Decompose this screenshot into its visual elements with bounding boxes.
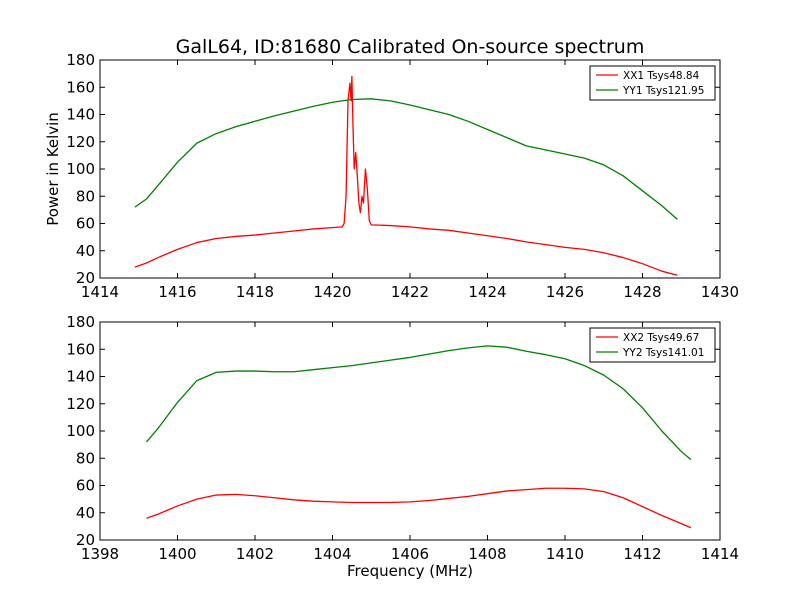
legend-label-1-1: XX1 Tsys48.84 [623, 70, 700, 82]
y-tick-label-2-0: 20 [76, 531, 95, 549]
y-tick-label-1-3: 80 [76, 187, 95, 205]
x-tick-label-2-5: 1408 [468, 545, 506, 563]
x-tick-label-2-6: 1410 [546, 545, 584, 563]
figure-title: GalL64, ID:81680 Calibrated On-source sp… [176, 36, 645, 58]
y-tick-label-1-5: 120 [66, 133, 95, 151]
y-tick-label-2-1: 40 [76, 504, 95, 522]
x-tick-label-2-0: 1398 [81, 545, 119, 563]
y-tick-label-1-4: 100 [66, 160, 95, 178]
y-tick-label-2-7: 160 [66, 340, 95, 358]
x-tick-label-1-2: 1418 [236, 283, 274, 301]
x-tick-label-2-3: 1404 [313, 545, 351, 563]
y-tick-label-2-2: 60 [76, 477, 95, 495]
x-tick-label-1-3: 1420 [313, 283, 351, 301]
x-tick-label-2-1: 1400 [158, 545, 196, 563]
y-tick-label-1-1: 40 [76, 242, 95, 260]
series-line-2-2 [146, 345, 692, 461]
series-line-1-2 [134, 98, 678, 220]
legend-label-2-2: YY2 Tsys141.01 [622, 347, 704, 359]
x-tick-label-1-5: 1424 [468, 283, 506, 301]
y-tick-label-2-3: 80 [76, 449, 95, 467]
x-tick-label-1-6: 1426 [546, 283, 584, 301]
series-line-1-1 [134, 75, 678, 276]
subplot-1: 1414 1416 1418 1420 1422 1424 1426 1428 1430 20 40… [66, 51, 739, 301]
legend-label-1-2: YY1 Tsys121.95 [622, 85, 704, 97]
y-axis-label: Power in Kelvin [44, 112, 62, 226]
plots-group: 1414 1416 1418 1420 1422 1424 1426 1428 1430 20 40… [66, 51, 739, 563]
legend-label-2-1: XX2 Tsys49.67 [623, 332, 699, 344]
y-tick-label-1-7: 160 [66, 78, 95, 96]
x-tick-label-1-4: 1422 [391, 283, 429, 301]
y-tick-label-2-5: 120 [66, 395, 95, 413]
x-tick-label-1-7: 1428 [623, 283, 661, 301]
y-tick-label-1-2: 60 [76, 215, 95, 233]
subplot-2: 1398 1400 1402 1404 1406 1408 1410 1412 1414 20 40… [66, 313, 739, 563]
y-tick-label-2-8: 180 [66, 313, 95, 331]
x-tick-label-2-4: 1406 [391, 545, 429, 563]
x-tick-label-2-2: 1402 [236, 545, 274, 563]
legend-box-1 [589, 65, 716, 101]
series-line-2-1 [146, 487, 692, 529]
y-tick-label-2-4: 100 [66, 422, 95, 440]
x-tick-label-1-1: 1416 [158, 283, 196, 301]
y-tick-label-1-0: 20 [76, 269, 95, 287]
x-tick-label-2-8: 1414 [701, 545, 739, 563]
x-axis-label: Frequency (MHz) [347, 562, 473, 580]
x-tick-label-1-0: 1414 [81, 283, 119, 301]
y-tick-label-1-8: 180 [66, 51, 95, 69]
y-tick-label-1-6: 140 [66, 106, 95, 124]
legend-box-2 [589, 327, 716, 363]
x-tick-label-2-7: 1412 [623, 545, 661, 563]
y-tick-label-2-6: 140 [66, 368, 95, 386]
x-tick-label-1-8: 1430 [701, 283, 739, 301]
